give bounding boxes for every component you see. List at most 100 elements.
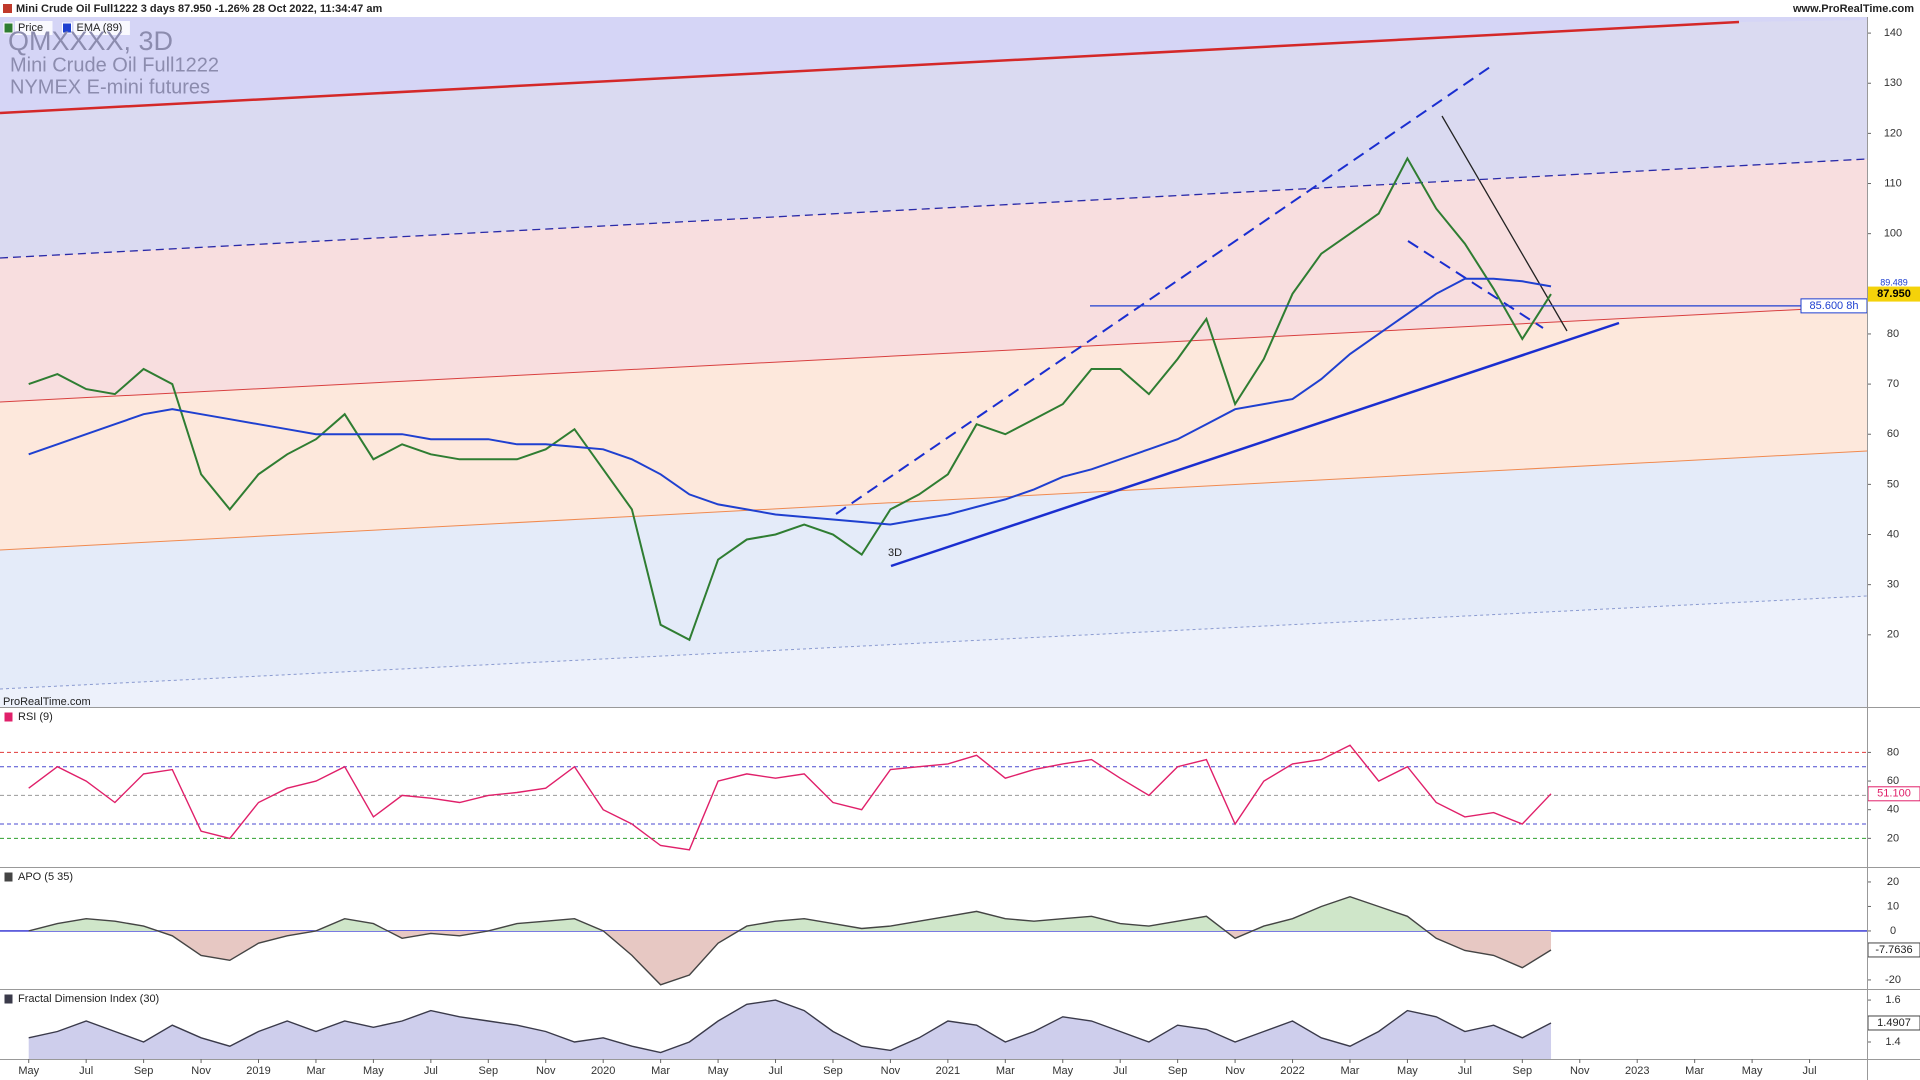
y-tick-label: 60	[1887, 775, 1899, 787]
x-tick-label: Jul	[1113, 1065, 1127, 1077]
series-line	[28, 999, 1552, 1054]
band	[0, 596, 1867, 707]
x-tick-label: Jul	[1803, 1065, 1817, 1077]
y-tick-label: 50	[1887, 478, 1899, 490]
y-tick-label: 40	[1887, 804, 1899, 816]
y-tick-label: 80	[1887, 328, 1899, 340]
channel-bands	[0, 0, 1867, 707]
x-tick-label: Mar	[651, 1065, 670, 1077]
watermark: ProRealTime.com	[3, 696, 91, 708]
legend-swatch	[3, 711, 14, 723]
area-fill	[28, 1000, 1552, 1059]
legend-label: APO (5 35)	[18, 871, 73, 883]
y-tick-label: 100	[1884, 228, 1902, 240]
y-tick-label: 0	[1890, 925, 1896, 937]
x-tick-label: Sep	[134, 1065, 154, 1077]
x-tick-label: May	[1397, 1065, 1418, 1077]
legend-bg	[15, 710, 66, 724]
legend-label: EMA (89)	[77, 22, 123, 34]
header-site: www.ProRealTime.com	[1792, 3, 1914, 15]
chart-exchange: NYMEX E-mini futures	[10, 76, 210, 98]
x-tick-label: Nov	[1570, 1065, 1590, 1077]
x-tick-label: Nov	[881, 1065, 901, 1077]
header-bar	[0, 0, 1920, 17]
y-tick-label: 120	[1884, 127, 1902, 139]
series-line	[28, 156, 1552, 642]
panel: 1.6 1.4 Fractal Dimension Index (30) 1.4907	[3, 992, 1920, 1059]
x-tick-label: Sep	[1168, 1065, 1188, 1077]
y-tick-label: 40	[1887, 528, 1899, 540]
x-tick-label: Mar	[1341, 1065, 1360, 1077]
value-label: 89.489	[1880, 278, 1908, 288]
series-line	[28, 744, 1552, 851]
x-tick-label: Sep	[1513, 1065, 1533, 1077]
legend-swatch	[62, 22, 72, 34]
x-tick-label: 2019	[246, 1065, 270, 1077]
legend-label: Fractal Dimension Index (30)	[18, 993, 159, 1005]
axis-background	[1867, 0, 1920, 1080]
x-tick-label: May	[708, 1065, 729, 1077]
y-tick-label: 20	[1887, 832, 1899, 844]
channel-line	[0, 450, 1868, 551]
band	[0, 159, 1867, 402]
x-tick-label: 2023	[1625, 1065, 1649, 1077]
band	[0, 306, 1867, 550]
legend-bg	[15, 992, 198, 1006]
area-fill-positive	[28, 896, 1552, 931]
icon	[3, 4, 12, 13]
series-line	[28, 277, 1552, 526]
annotation: 3D	[888, 547, 902, 559]
y-tick-label: 20	[1887, 629, 1899, 641]
legend-label: Price	[18, 22, 43, 34]
value-label: 1.4907	[1877, 1017, 1911, 1029]
trend-line	[1407, 240, 1544, 329]
x-tick-label: Jul	[768, 1065, 782, 1077]
x-tick-label: Nov	[191, 1065, 211, 1077]
chart-title: QMXXXX, 3D	[8, 26, 173, 56]
x-tick-label: May	[1052, 1065, 1073, 1077]
y-tick-label: 110	[1884, 177, 1902, 189]
y-tick-label: 1.6	[1885, 994, 1900, 1006]
channel-line	[0, 305, 1868, 403]
header-info: Mini Crude Oil Full1222 3 days 87.950 -1…	[16, 3, 382, 15]
x-tick-label: Jul	[79, 1065, 93, 1077]
x-tick-label: May	[363, 1065, 384, 1077]
y-tick-label: -20	[1885, 974, 1901, 986]
trend-line	[0, 20, 1740, 115]
y-tick-label: 80	[1887, 746, 1899, 758]
chart-subtitle: Mini Crude Oil Full1222	[10, 54, 219, 76]
x-tick-label: Mar	[306, 1065, 325, 1077]
legend-bg	[15, 21, 53, 35]
panel: 20 10 0 -20 APO (5 35) -7.7636	[0, 870, 1920, 986]
x-tick-label: Mar	[1685, 1065, 1704, 1077]
series-line	[28, 895, 1552, 986]
x-tick-label: Sep	[823, 1065, 843, 1077]
x-tick-label: Jul	[1458, 1065, 1472, 1077]
trend-line	[890, 321, 1620, 568]
value-label: 85.600 8h	[1810, 300, 1859, 312]
x-tick-label: Nov	[1225, 1065, 1245, 1077]
legend-bg	[73, 21, 130, 35]
band	[0, 20, 1867, 258]
value-label: 87.950	[1877, 288, 1911, 300]
x-tick-label: Mar	[996, 1065, 1015, 1077]
y-tick-label: 1.4	[1885, 1036, 1900, 1048]
x-tick-label: 2020	[591, 1065, 615, 1077]
panel: 20 30 40 50 60 70 80 100 110 120 130 140 Price EMA (8…	[3, 21, 1920, 642]
x-tick-label: Nov	[536, 1065, 556, 1077]
y-tick-label: 20	[1887, 876, 1899, 888]
x-tick-label: 2022	[1280, 1065, 1304, 1077]
legend-label: RSI (9)	[18, 711, 53, 723]
legend-swatch	[3, 871, 14, 883]
legend-bg	[15, 870, 84, 884]
legend-swatch	[3, 22, 14, 34]
value-label: 51.100	[1877, 788, 1911, 800]
y-tick-label: 140	[1884, 27, 1902, 39]
x-tick-label: Jul	[424, 1065, 438, 1077]
y-tick-label: 10	[1887, 900, 1899, 912]
x-tick-label: 2021	[936, 1065, 960, 1077]
x-tick-label: May	[18, 1065, 39, 1077]
